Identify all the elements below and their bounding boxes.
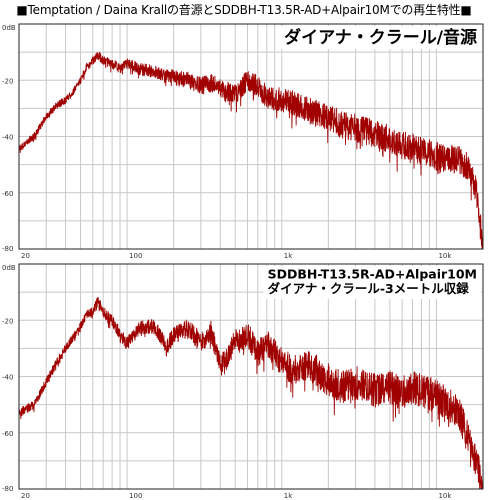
x-tick-label: 20 <box>21 252 30 260</box>
x-tick-label: 1k <box>284 252 293 260</box>
annotation-box <box>280 26 481 49</box>
plot-frame <box>18 23 484 250</box>
y-tick-label: -60 <box>2 190 13 198</box>
annotation-line: ダイアナ・クラール/音源 <box>284 27 477 48</box>
chart-annotation: ダイアナ・クラール/音源 <box>280 26 481 49</box>
annotation-box <box>263 266 481 299</box>
y-tick-label: 0dB <box>2 264 16 272</box>
y-tick-label: -40 <box>2 134 13 142</box>
y-tick-label: -80 <box>2 245 13 253</box>
annotation-line: SDDBH-T13.5R-AD+Alpair10M <box>268 267 477 282</box>
x-tick-label: 10k <box>438 252 452 260</box>
x-tick-label: 100 <box>129 492 142 500</box>
y-tick-label: 0dB <box>2 24 16 32</box>
series-line <box>18 51 484 250</box>
x-tick-label: 10k <box>438 492 452 500</box>
chart-panel-source: 0dB -20 -40 -60 -80 20 100 1k 10k ダイアナ・クラール/音源 <box>0 20 488 260</box>
chart-annotation: SDDBH-T13.5R-AD+Alpair10Mダイアナ・クラール-3メートル… <box>263 266 481 299</box>
y-tick-label: -20 <box>2 317 13 325</box>
y-tick-label: -40 <box>2 374 13 382</box>
x-tick-label: 1k <box>284 492 293 500</box>
grid <box>19 24 483 249</box>
plot-frame <box>18 263 484 490</box>
y-tick-label: -60 <box>2 430 13 438</box>
series-line <box>18 296 484 490</box>
y-tick-label: -80 <box>2 485 13 493</box>
y-tick-label: -20 <box>2 77 13 85</box>
x-tick-label: 100 <box>129 252 142 260</box>
chart-source-svg: 0dB -20 -40 -60 -80 20 100 1k 10k ダイアナ・クラール/音源 <box>2 23 484 260</box>
x-tick-label: 20 <box>21 492 30 500</box>
grid <box>19 264 483 489</box>
chart-panel-playback: 0dB -20 -40 -60 -80 20 100 1k 10k SDDBH-T13.5R-AD… <box>0 260 488 500</box>
chart-playback-svg: 0dB -20 -40 -60 -80 20 100 1k 10k SDDBH-T13.5R-AD… <box>2 263 484 500</box>
page-title: ■Temptation / Daina Krallの音源とSDDBH-T13.5… <box>16 3 472 17</box>
annotation-line: ダイアナ・クラール-3メートル収録 <box>268 281 470 296</box>
